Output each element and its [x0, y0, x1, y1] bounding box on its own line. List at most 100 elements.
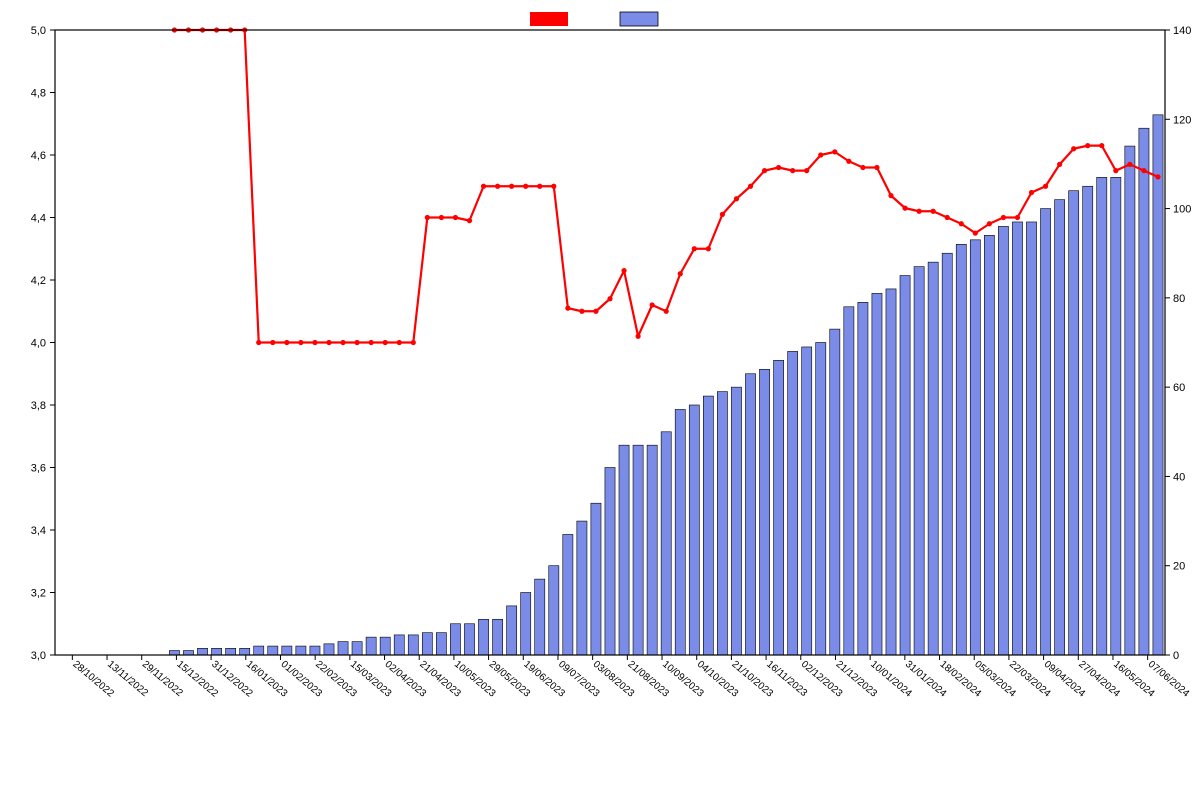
line-marker: [354, 340, 359, 345]
bar: [886, 289, 896, 655]
left-axis-tick-label: 3,4: [31, 525, 46, 537]
line-marker: [453, 215, 458, 220]
line-marker: [467, 218, 472, 223]
bar: [816, 343, 826, 656]
left-axis-tick-label: 3,6: [31, 463, 46, 475]
line-marker: [425, 215, 430, 220]
bar: [689, 405, 699, 655]
bar: [464, 624, 474, 655]
line-marker: [284, 340, 289, 345]
bar: [675, 409, 685, 655]
bar: [858, 302, 868, 655]
right-axis-tick-label: 140: [1173, 25, 1191, 37]
line-marker: [706, 246, 711, 251]
bar: [1139, 128, 1149, 655]
line-marker: [636, 334, 641, 339]
line-marker: [1043, 184, 1048, 189]
bar: [1055, 200, 1065, 655]
right-axis-tick-label: 100: [1173, 204, 1191, 216]
bar: [956, 244, 966, 655]
bar: [240, 648, 250, 655]
line-marker: [256, 340, 261, 345]
line-marker: [1001, 215, 1006, 220]
line-marker: [593, 309, 598, 314]
bar: [1041, 209, 1051, 655]
line-marker: [804, 168, 809, 173]
line-marker: [973, 231, 978, 236]
bar: [535, 579, 545, 655]
left-axis-tick-label: 3,2: [31, 588, 46, 600]
bar: [478, 619, 488, 655]
bar: [226, 648, 236, 655]
line-marker: [678, 271, 683, 276]
line-marker: [1155, 174, 1160, 179]
bar: [914, 267, 924, 655]
bar: [436, 633, 446, 655]
line-marker: [1099, 143, 1104, 148]
left-axis-tick-label: 3,8: [31, 400, 46, 412]
line-marker: [537, 184, 542, 189]
bar: [394, 635, 404, 655]
line-marker: [664, 309, 669, 314]
bar: [998, 226, 1008, 655]
bar: [324, 644, 334, 655]
bar: [745, 374, 755, 655]
line-marker: [734, 196, 739, 201]
right-axis-tick-label: 40: [1173, 471, 1185, 483]
line-marker: [945, 215, 950, 220]
line-marker: [495, 184, 500, 189]
bar: [900, 276, 910, 655]
line-marker: [298, 340, 303, 345]
bar: [563, 534, 573, 655]
line-marker: [551, 184, 556, 189]
right-axis-tick-label: 60: [1173, 382, 1185, 394]
left-axis-tick-label: 5,0: [31, 25, 46, 37]
left-axis-tick-label: 4,0: [31, 338, 46, 350]
bar: [507, 606, 517, 655]
bar: [197, 648, 207, 655]
line-marker: [439, 215, 444, 220]
bar: [731, 387, 741, 655]
bar: [844, 307, 854, 655]
line-marker: [1071, 146, 1076, 151]
right-axis-tick-label: 0: [1173, 650, 1179, 662]
line-marker: [509, 184, 514, 189]
bar: [408, 635, 418, 655]
bar: [1097, 177, 1107, 655]
line-marker: [832, 149, 837, 154]
bar: [254, 646, 264, 655]
bar: [703, 396, 713, 655]
line-marker: [1029, 190, 1034, 195]
bar: [1069, 191, 1079, 655]
left-axis-tick-label: 4,4: [31, 213, 46, 225]
bar: [338, 642, 348, 655]
line-marker: [481, 184, 486, 189]
bar: [1083, 186, 1093, 655]
bar: [493, 619, 503, 655]
line-marker: [523, 184, 528, 189]
chart-svg: 3,03,23,43,63,84,04,24,44,64,85,00204060…: [0, 0, 1200, 800]
bar: [577, 521, 587, 655]
bar: [619, 445, 629, 655]
line-marker: [888, 193, 893, 198]
bar: [282, 646, 292, 655]
line-marker: [860, 165, 865, 170]
line-marker: [369, 340, 374, 345]
line-marker: [565, 306, 570, 311]
legend-swatch-line: [530, 12, 568, 26]
bar: [1125, 146, 1135, 655]
line-marker: [692, 246, 697, 251]
line-marker: [411, 340, 416, 345]
line-marker: [326, 340, 331, 345]
bar: [422, 633, 432, 655]
line-marker: [1113, 168, 1118, 173]
line-marker: [874, 165, 879, 170]
line-marker: [959, 221, 964, 226]
bar: [942, 253, 952, 655]
bar: [1111, 177, 1121, 655]
bar: [183, 651, 193, 655]
line-marker: [846, 159, 851, 164]
bar: [169, 651, 179, 655]
bar: [310, 646, 320, 655]
line-marker: [1085, 143, 1090, 148]
